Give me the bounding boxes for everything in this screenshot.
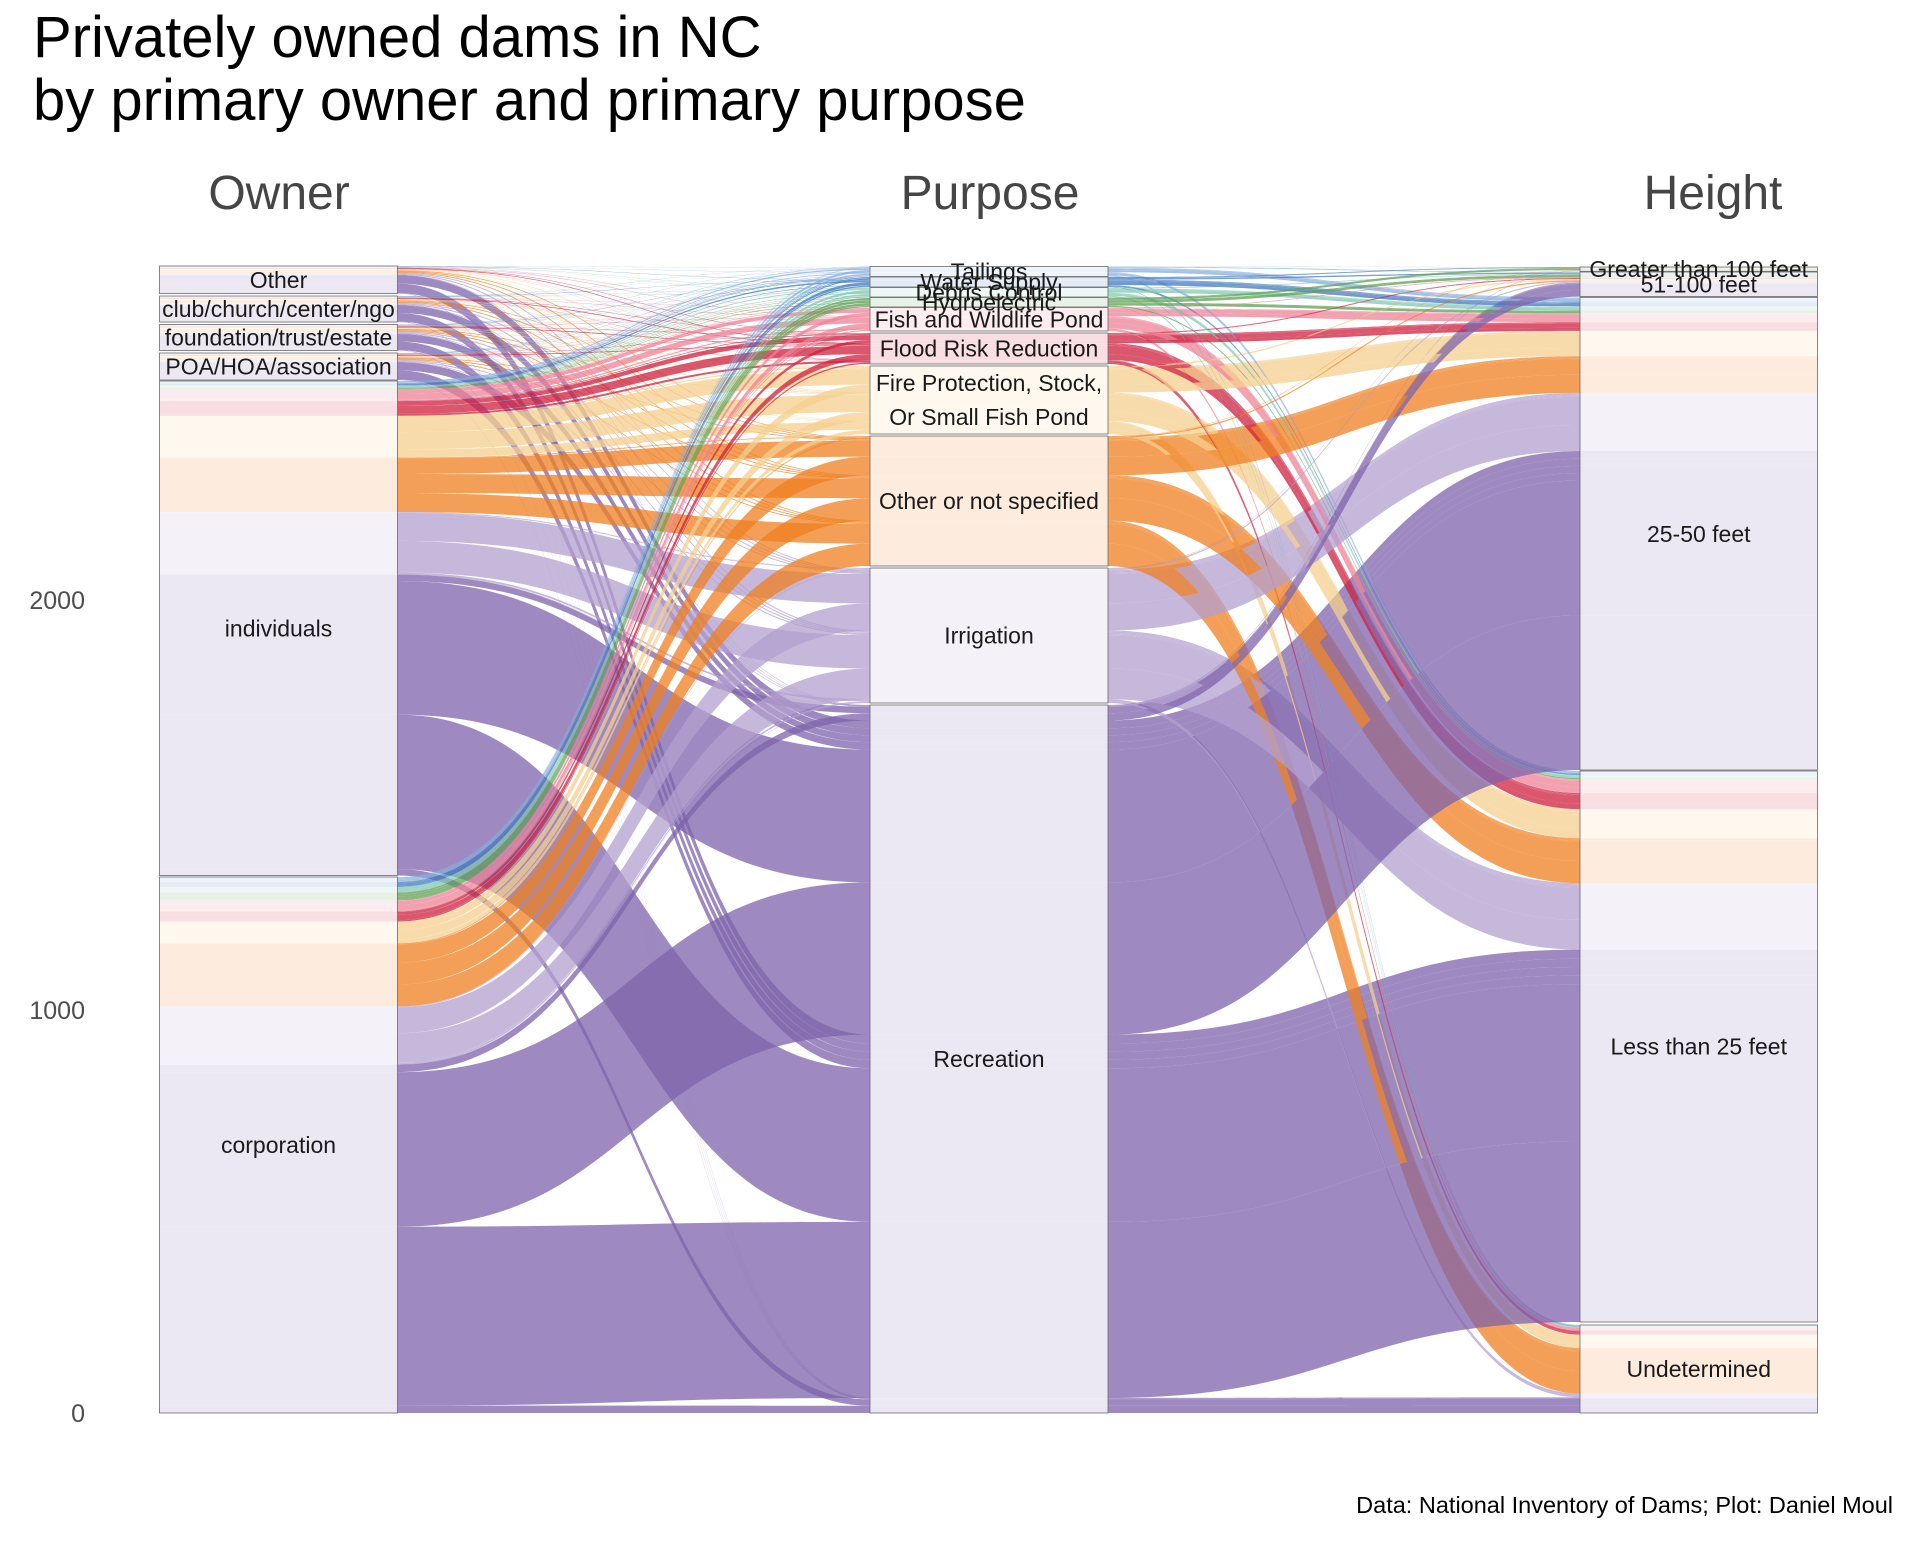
svg-text:club/church/center/ngo: club/church/center/ngo (162, 296, 395, 322)
svg-text:1000: 1000 (29, 997, 85, 1025)
svg-text:Irrigation: Irrigation (944, 623, 1033, 649)
svg-text:51-100 feet: 51-100 feet (1641, 271, 1758, 297)
svg-text:Flood Risk Reduction: Flood Risk Reduction (880, 336, 1099, 362)
svg-text:Other: Other (250, 267, 308, 293)
svg-text:Fire Protection, Stock,: Fire Protection, Stock, (876, 370, 1102, 396)
svg-text:Other or not specified: Other or not specified (879, 488, 1099, 514)
svg-text:Water Supply: Water Supply (920, 269, 1058, 295)
svg-text:0: 0 (71, 1400, 85, 1428)
svg-text:Data: National Inventory of Da: Data: National Inventory of Dams; Plot: … (1356, 1492, 1893, 1518)
svg-text:Or Small Fish Pond: Or Small Fish Pond (889, 404, 1088, 430)
svg-text:25-50 feet: 25-50 feet (1647, 521, 1751, 547)
svg-text:Greater than 100 feet: Greater than 100 feet (1589, 256, 1808, 282)
svg-text:Owner: Owner (208, 167, 349, 220)
svg-text:Less than 25 feet: Less than 25 feet (1611, 1034, 1788, 1060)
svg-text:by primary owner and primary p: by primary owner and primary purpose (33, 68, 1026, 133)
svg-text:foundation/trust/estate: foundation/trust/estate (165, 325, 393, 351)
svg-text:Undetermined: Undetermined (1627, 1356, 1771, 1382)
svg-text:Debris Control: Debris Control (916, 279, 1063, 305)
svg-text:POA/HOA/association: POA/HOA/association (165, 354, 391, 380)
svg-text:corporation: corporation (221, 1132, 336, 1158)
svg-text:individuals: individuals (225, 615, 332, 641)
svg-text:Height: Height (1644, 167, 1783, 220)
svg-text:Tailings: Tailings (951, 259, 1028, 285)
svg-text:Purpose: Purpose (901, 167, 1080, 220)
svg-text:Fish and Wildlife Pond: Fish and Wildlife Pond (875, 306, 1104, 332)
svg-text:Hydroelectric: Hydroelectric (922, 289, 1056, 315)
svg-text:Recreation: Recreation (933, 1046, 1044, 1072)
svg-text:2000: 2000 (29, 587, 85, 615)
svg-text:Privately owned dams in NC: Privately owned dams in NC (33, 5, 762, 70)
